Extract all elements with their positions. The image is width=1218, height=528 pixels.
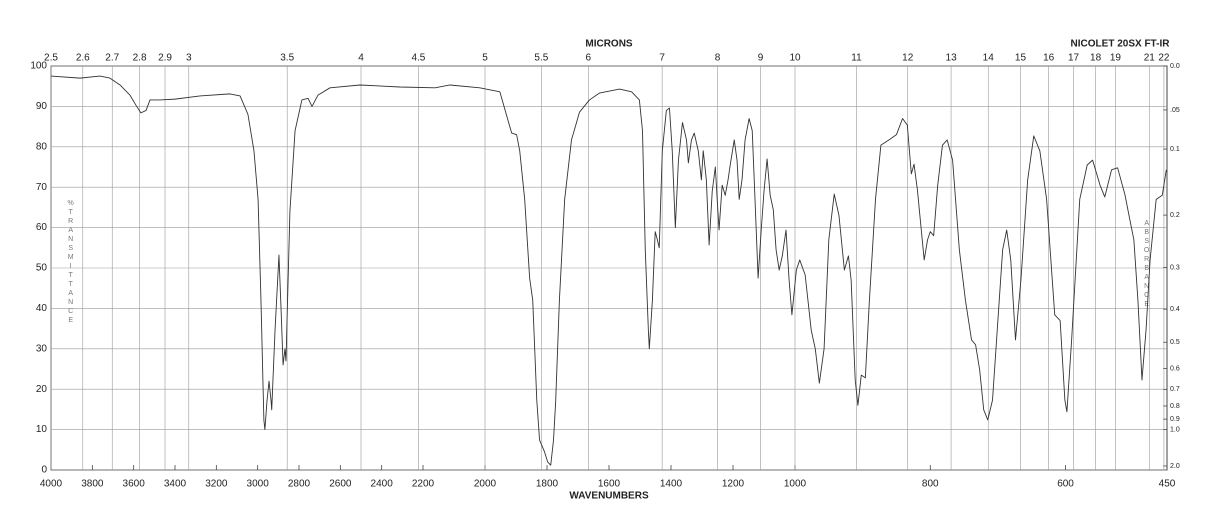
- x2-tick-label: 22: [1158, 53, 1170, 64]
- y-tick-label: 80: [36, 141, 48, 152]
- x2-tick-label: 2.7: [105, 53, 119, 64]
- y2-tick-label: 2.0: [1170, 463, 1180, 470]
- instrument-label: NICOLET 20SX FT-IR: [1071, 39, 1171, 50]
- x2-tick-label: 11: [851, 53, 862, 64]
- x-tick-label: 600: [1057, 479, 1074, 490]
- y-tick-label: 70: [36, 182, 48, 193]
- x2-tick-label: 5: [482, 53, 488, 64]
- x2-tick-label: 4.5: [411, 53, 425, 64]
- x2-tick-label: 9: [758, 53, 764, 64]
- x2-tick-label: 16: [1043, 53, 1055, 64]
- x-tick-label: 3000: [247, 479, 270, 490]
- x2-tick-label: 3.5: [280, 53, 294, 64]
- y2-tick-label: 0.9: [1170, 416, 1180, 423]
- y-tick-label: 0: [41, 465, 47, 476]
- x-tick-label: 1400: [660, 479, 683, 490]
- x2-tick-label: 15: [1015, 53, 1027, 64]
- y-tick-label: 40: [36, 303, 48, 314]
- x-axis-label: WAVENUMBERS: [569, 491, 649, 502]
- x2-tick-label: 18: [1090, 53, 1102, 64]
- y2-tick-label: 0.5: [1170, 339, 1180, 346]
- x2-tick-label: 13: [946, 53, 958, 64]
- x-tick-label: 3400: [164, 479, 187, 490]
- y-tick-label: 50: [36, 263, 48, 274]
- y2-tick-label: 0.7: [1170, 386, 1180, 393]
- x-tick-label: 2400: [371, 479, 394, 490]
- x-tick-label: 3200: [205, 479, 228, 490]
- spectrum-line: [50, 75, 1167, 466]
- y-tick-label: 20: [36, 384, 48, 395]
- x-tick-label: 4000: [40, 479, 63, 490]
- y2-tick-label: 0.6: [1170, 365, 1180, 372]
- y2-tick-label: 1.0: [1170, 426, 1180, 433]
- x-tick-label: 1000: [784, 479, 807, 490]
- x-tick-label: 1800: [536, 479, 559, 490]
- x-tick-label: 2600: [329, 479, 352, 490]
- x2-tick-label: 12: [902, 53, 914, 64]
- x2-tick-label: 14: [983, 53, 995, 64]
- y-axis-label: %TRANSMITTANCE: [67, 200, 74, 326]
- y-tick-label: 30: [36, 343, 48, 354]
- x2-tick-label: 2.5: [44, 53, 58, 64]
- x2-tick-label: 21: [1144, 53, 1156, 64]
- x-tick-label: 2800: [288, 479, 311, 490]
- x-tick-label: 800: [922, 479, 939, 490]
- x2-tick-label: 2.8: [133, 53, 147, 64]
- x2-tick-label: 17: [1068, 53, 1080, 64]
- x-tick-label: 2200: [412, 479, 435, 490]
- y2-tick-label: 0.8: [1170, 403, 1180, 410]
- x-tick-label: 3800: [81, 479, 104, 490]
- y-tick-label: 90: [36, 101, 48, 112]
- x2-tick-label: 4: [358, 53, 364, 64]
- x-tick-label: 2000: [474, 479, 497, 490]
- y-tick-label: 10: [36, 424, 48, 435]
- y2-tick-label: 0.1: [1170, 146, 1180, 153]
- x2-tick-label: 2.9: [158, 53, 172, 64]
- x2-tick-label: 8: [715, 53, 721, 64]
- y-tick-label: 100: [30, 61, 47, 72]
- y2-tick-label: 0.4: [1170, 306, 1180, 313]
- x-tick-label: 1200: [722, 479, 745, 490]
- x-tick-label: 450: [1159, 479, 1176, 490]
- y-tick-label: 60: [36, 222, 48, 233]
- x2-tick-label: 2.6: [76, 53, 90, 64]
- x2-tick-label: 6: [586, 53, 592, 64]
- y2-tick-label: 0.3: [1170, 264, 1180, 271]
- y2-tick-label: .05: [1170, 107, 1180, 114]
- y2-tick-label: 0.2: [1170, 212, 1180, 219]
- top-axis-label: MICRONS: [585, 39, 633, 50]
- y2-axis-label: ABSORBANCE: [1143, 220, 1150, 310]
- x2-tick-label: 19: [1110, 53, 1122, 64]
- x-tick-label: 3600: [123, 479, 146, 490]
- x2-tick-label: 7: [659, 53, 665, 64]
- x2-tick-label: 3: [186, 53, 192, 64]
- x2-tick-label: 5.5: [534, 53, 548, 64]
- x-tick-label: 1600: [598, 479, 621, 490]
- x2-tick-label: 10: [789, 53, 801, 64]
- y2-tick-label: 0.0: [1170, 63, 1180, 70]
